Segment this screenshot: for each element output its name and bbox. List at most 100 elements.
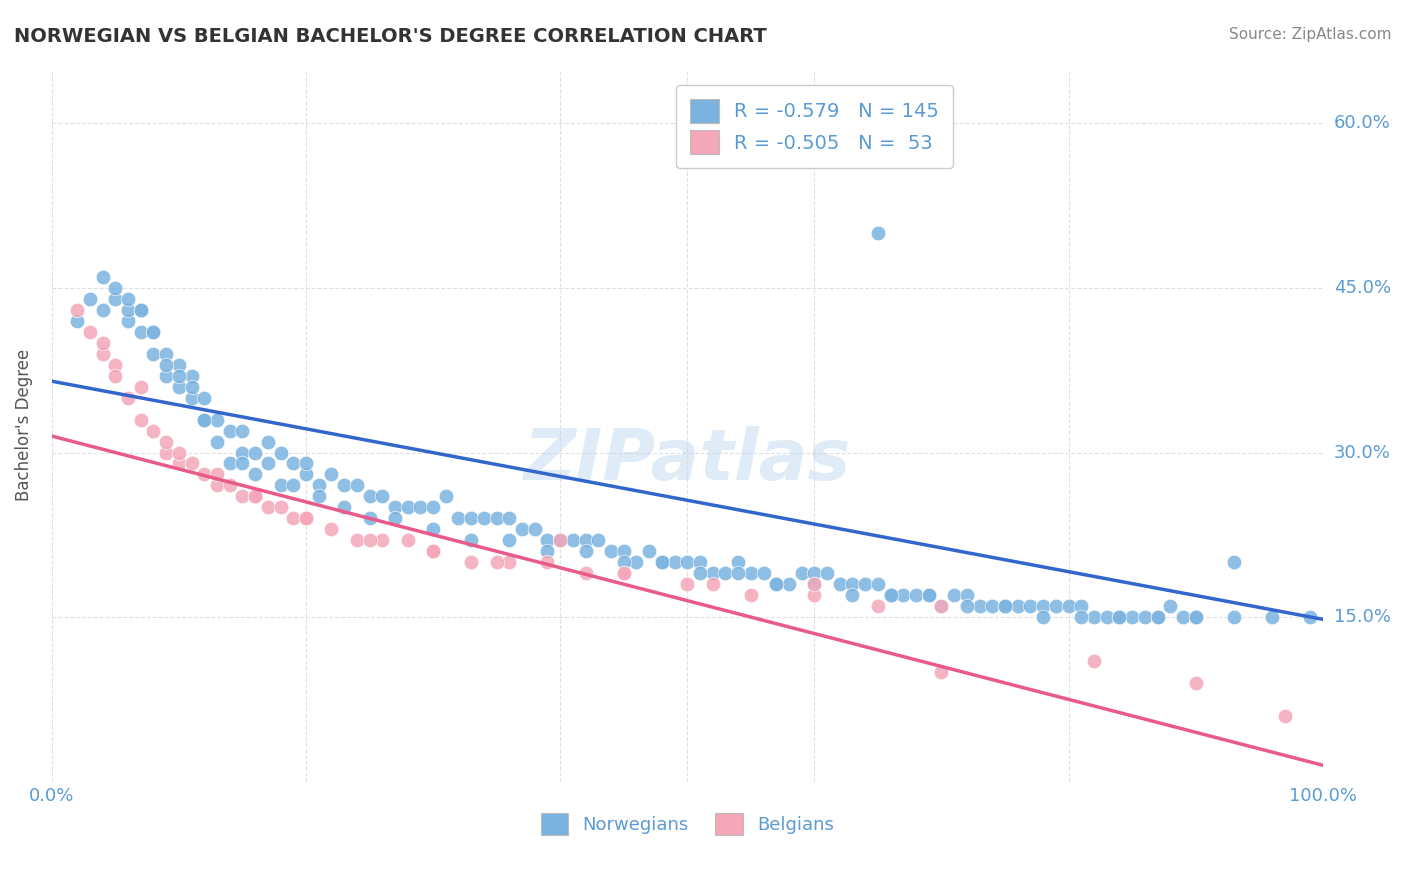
Point	[1299, 610, 1322, 624]
Point	[460, 511, 482, 525]
Point	[155, 347, 177, 361]
Point	[536, 555, 558, 569]
Point	[1274, 709, 1296, 723]
Point	[727, 555, 749, 569]
Point	[180, 457, 202, 471]
Point	[1095, 610, 1118, 624]
Point	[536, 533, 558, 548]
Point	[231, 445, 253, 459]
Point	[588, 533, 610, 548]
Point	[1261, 610, 1284, 624]
Point	[498, 533, 520, 548]
Point	[752, 566, 775, 581]
Point	[180, 380, 202, 394]
Point	[1019, 599, 1042, 614]
Point	[651, 555, 673, 569]
Point	[231, 457, 253, 471]
Point	[193, 412, 215, 426]
Point	[740, 588, 762, 602]
Point	[676, 555, 699, 569]
Point	[321, 522, 343, 536]
Point	[384, 500, 406, 515]
Point	[308, 490, 330, 504]
Point	[91, 347, 114, 361]
Point	[664, 555, 686, 569]
Point	[460, 555, 482, 569]
Point	[359, 490, 381, 504]
Point	[155, 445, 177, 459]
Point	[727, 566, 749, 581]
Point	[879, 588, 901, 602]
Point	[142, 325, 165, 339]
Point	[231, 424, 253, 438]
Point	[447, 511, 470, 525]
Point	[167, 358, 190, 372]
Point	[117, 302, 139, 317]
Point	[510, 522, 533, 536]
Point	[346, 478, 368, 492]
Point	[676, 577, 699, 591]
Point	[180, 368, 202, 383]
Point	[422, 522, 444, 536]
Point	[256, 457, 278, 471]
Point	[931, 149, 953, 163]
Point	[841, 588, 863, 602]
Point	[485, 555, 508, 569]
Point	[1108, 610, 1130, 624]
Point	[434, 490, 457, 504]
Point	[117, 314, 139, 328]
Point	[574, 544, 596, 558]
Point	[346, 533, 368, 548]
Point	[1070, 610, 1092, 624]
Point	[866, 226, 889, 240]
Point	[155, 434, 177, 449]
Point	[422, 544, 444, 558]
Point	[561, 533, 583, 548]
Point	[1070, 599, 1092, 614]
Point	[218, 424, 240, 438]
Text: ZIPatlas: ZIPatlas	[523, 426, 851, 495]
Point	[371, 490, 394, 504]
Point	[994, 599, 1017, 614]
Point	[91, 270, 114, 285]
Point	[638, 544, 661, 558]
Point	[1007, 599, 1029, 614]
Point	[866, 599, 889, 614]
Point	[803, 588, 825, 602]
Point	[702, 577, 724, 591]
Point	[803, 577, 825, 591]
Point	[283, 478, 305, 492]
Point	[396, 533, 419, 548]
Point	[205, 412, 228, 426]
Point	[1083, 654, 1105, 668]
Point	[193, 412, 215, 426]
Point	[129, 302, 152, 317]
Point	[803, 566, 825, 581]
Point	[574, 566, 596, 581]
Text: 15.0%: 15.0%	[1334, 608, 1391, 626]
Point	[167, 368, 190, 383]
Point	[333, 500, 356, 515]
Point	[1045, 599, 1067, 614]
Point	[91, 302, 114, 317]
Point	[702, 566, 724, 581]
Point	[295, 467, 318, 482]
Point	[714, 566, 737, 581]
Point	[142, 347, 165, 361]
Point	[828, 577, 851, 591]
Point	[205, 478, 228, 492]
Point	[891, 588, 914, 602]
Point	[485, 511, 508, 525]
Point	[270, 445, 292, 459]
Point	[295, 457, 318, 471]
Point	[548, 533, 571, 548]
Point	[205, 434, 228, 449]
Point	[613, 566, 636, 581]
Point	[613, 544, 636, 558]
Point	[79, 292, 101, 306]
Point	[66, 314, 89, 328]
Point	[79, 325, 101, 339]
Point	[104, 358, 127, 372]
Point	[943, 588, 966, 602]
Point	[308, 478, 330, 492]
